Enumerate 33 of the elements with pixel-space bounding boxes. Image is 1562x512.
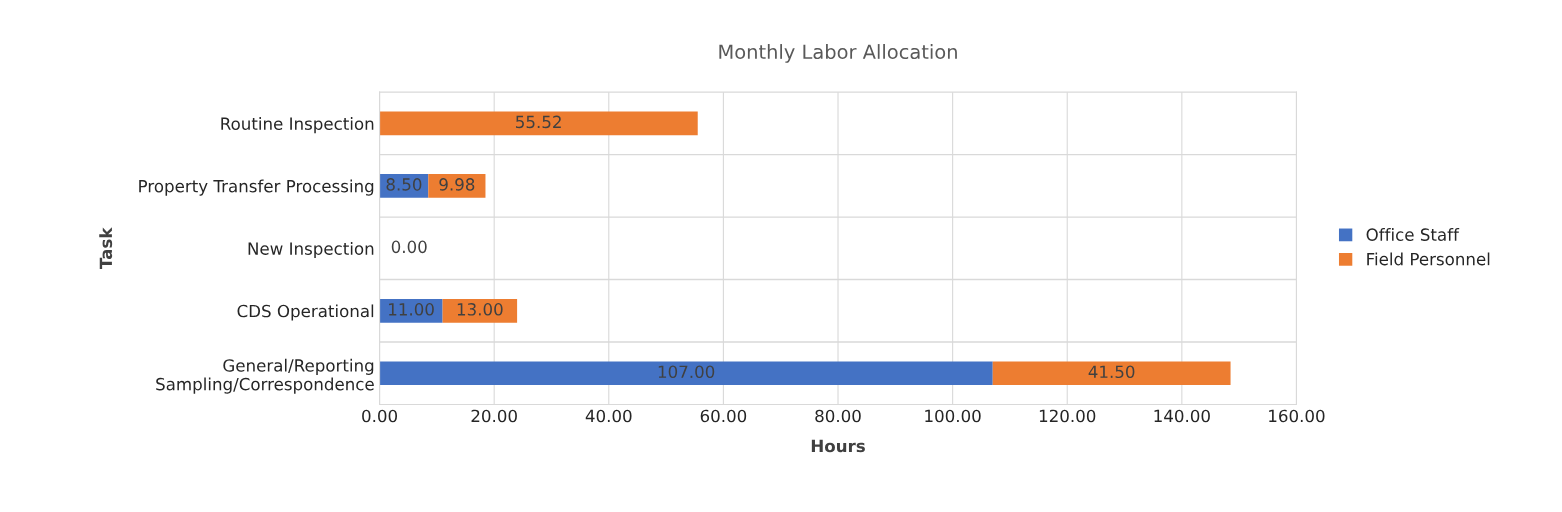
data-label: 13.00 — [457, 303, 503, 316]
y-tick-label: Routine Inspection — [221, 117, 374, 134]
data-label: 55.52 — [516, 115, 561, 129]
data-label: 107.00 — [658, 365, 715, 379]
bar — [379, 298, 443, 323]
bar — [379, 361, 993, 386]
x-tick-label: 20.00 — [471, 409, 517, 423]
legend-label: Office Staff — [1366, 228, 1460, 241]
x-tick-label: 40.00 — [585, 409, 632, 423]
y-tick-label: New Inspection — [248, 241, 374, 259]
x-tick-label: 100.00 — [925, 409, 981, 423]
x-tick-label: 140.00 — [1154, 409, 1210, 423]
y-tick-label: Property Transfer Processing — [139, 179, 374, 196]
x-tick-label: 60.00 — [700, 409, 747, 423]
x-tick-label: 80.00 — [815, 409, 861, 423]
legend-label: Field Personnel — [1367, 252, 1490, 266]
chart-title: Monthly Labor Allocation — [719, 44, 957, 63]
x-tick-label: 160.00 — [1269, 409, 1325, 423]
x-axis-title: Hours — [811, 439, 865, 453]
data-label: 11.00 — [389, 303, 434, 316]
y-tick-label: CDS Operational — [237, 304, 374, 321]
data-label: 8.50 — [386, 178, 422, 191]
data-label: 41.50 — [1088, 365, 1135, 379]
x-tick-label: 120.00 — [1039, 409, 1096, 423]
y-tick-label: General/Reporting Sampling/Correspondence — [156, 358, 374, 394]
x-tick-label: 0.00 — [362, 409, 398, 423]
data-label: 0.00 — [391, 240, 427, 254]
bar — [442, 298, 518, 323]
data-label: 9.98 — [439, 178, 475, 191]
bar — [379, 111, 698, 136]
y-axis-title: Task — [99, 227, 113, 269]
bar — [992, 361, 1231, 386]
bar — [428, 173, 486, 198]
